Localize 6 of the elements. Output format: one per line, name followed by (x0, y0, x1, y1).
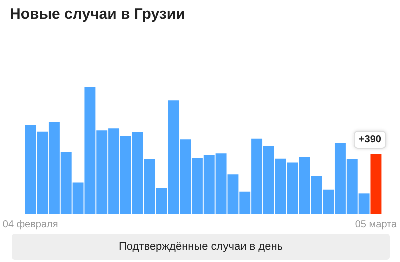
chart-title: Новые случаи в Грузии (10, 6, 186, 23)
data-label: +390 (358, 134, 382, 146)
x-tick-label: 04 февраля (2, 220, 58, 230)
bar (370, 154, 382, 214)
text: Подтверждённые случаи в день (12, 234, 390, 260)
x-tick-label: 05 марта (355, 220, 398, 230)
